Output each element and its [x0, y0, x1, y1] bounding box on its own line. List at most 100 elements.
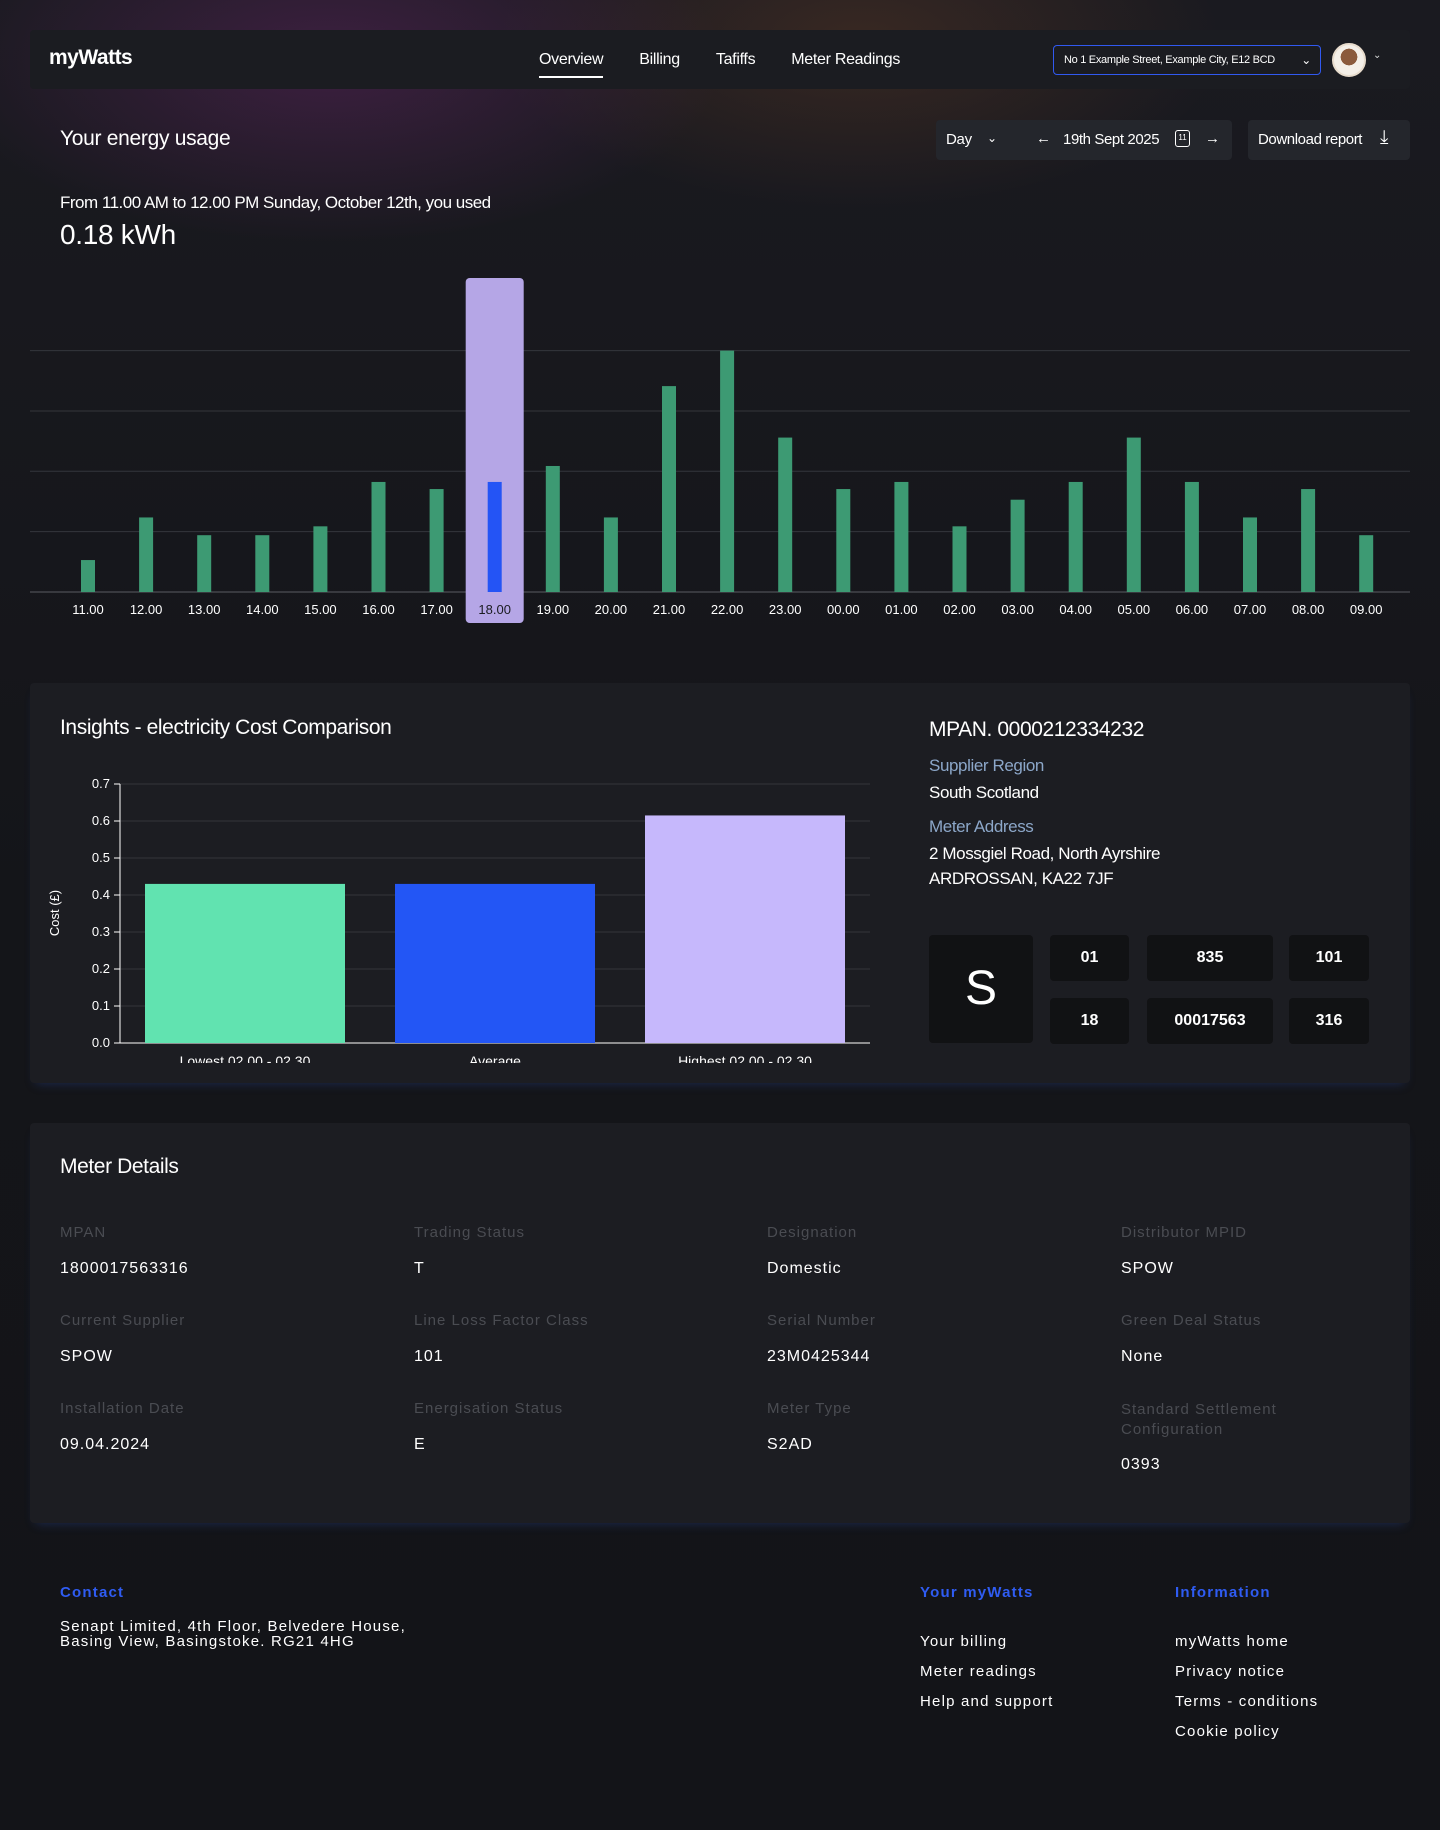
field-label: Standard Settlement Configuration	[1121, 1401, 1277, 1438]
field-label: Distributor MPID	[1121, 1224, 1248, 1241]
y-axis-label: Cost (£)	[47, 890, 62, 936]
footer-link-privacy-notice[interactable]: Privacy notice	[1175, 1663, 1286, 1680]
y-tick-label: 0.4	[92, 887, 110, 902]
x-tick-label: 22.00	[711, 602, 744, 617]
usage-bar	[1359, 535, 1374, 592]
usage-bar	[255, 535, 270, 592]
meter-details-title: Meter Details	[60, 1155, 179, 1178]
field-value: SPOW	[1121, 1260, 1174, 1277]
x-tick-label: 20.00	[595, 602, 628, 617]
usage-bar	[662, 386, 676, 592]
field-label: Current Supplier	[60, 1312, 186, 1329]
usage-bar	[1010, 499, 1025, 592]
footer-link-your-billing[interactable]: Your billing	[920, 1633, 1008, 1650]
x-tick-label: 11.00	[72, 602, 104, 617]
x-tick-label: Highest 02.00 - 02.30	[678, 1053, 812, 1063]
field-value: SPOW	[60, 1348, 113, 1365]
energy-usage-title: Your energy usage	[60, 127, 231, 150]
usage-range-text: From 11.00 AM to 12.00 PM Sunday, Octobe…	[60, 193, 491, 212]
field-value: 0393	[1121, 1456, 1161, 1473]
mpan-title: MPAN. 0000212334232	[929, 718, 1145, 741]
mpan-cell: 835	[1147, 935, 1273, 981]
cost-bar	[395, 883, 595, 1043]
supplier-region-label: Supplier Region	[929, 756, 1044, 775]
avatar[interactable]	[1332, 43, 1366, 77]
mpan-cell: 316	[1289, 998, 1369, 1044]
nav-overview[interactable]: Overview	[539, 30, 604, 89]
field-value: E	[414, 1436, 426, 1453]
usage-bar	[836, 489, 851, 592]
footer-link-help-support[interactable]: Help and support	[920, 1693, 1054, 1710]
x-tick-label: 03.00	[1001, 602, 1034, 617]
footer-address-line2: Basing View, Basingstoke. RG21 4HG	[60, 1633, 355, 1650]
usage-bar	[1126, 437, 1141, 592]
nav-meter-readings[interactable]: Meter Readings	[791, 51, 901, 68]
field-value: 23M0425344	[767, 1348, 871, 1365]
x-tick-label: 13.00	[188, 602, 221, 617]
y-tick-label: 0.0	[92, 1035, 110, 1050]
x-tick-label: 21.00	[653, 602, 686, 617]
meter-details-panel: Meter Details MPAN 1800017563316 Trading…	[30, 1123, 1410, 1523]
usage-bar	[197, 535, 212, 592]
usage-bar	[894, 481, 909, 592]
footer-link-terms[interactable]: Terms - conditions	[1175, 1693, 1319, 1710]
field-value: Domestic	[767, 1260, 842, 1277]
insights-title: Insights - electricity Cost Comparison	[60, 716, 392, 739]
footer-contact-heading: Contact	[60, 1584, 125, 1601]
usage-bar	[1301, 489, 1316, 592]
x-tick-label: 06.00	[1176, 602, 1209, 617]
y-tick-label: 0.6	[92, 813, 110, 828]
logo[interactable]: myWatts	[49, 46, 133, 69]
y-tick-label: 0.1	[92, 998, 110, 1013]
mpan-cell: 01	[1050, 935, 1129, 981]
chevron-down-icon[interactable]: ⌄	[1373, 50, 1382, 61]
footer-link-cookie-policy[interactable]: Cookie policy	[1175, 1723, 1280, 1740]
download-report-button[interactable]: Download report ⤓	[1248, 120, 1410, 160]
x-tick-label: 07.00	[1234, 602, 1267, 617]
x-tick-label: 04.00	[1059, 602, 1092, 617]
x-tick-label: 00.00	[827, 602, 860, 617]
chevron-down-icon[interactable]: ⌄	[987, 131, 998, 145]
selected-date: 19th Sept 2025	[1063, 131, 1160, 148]
cost-bar	[645, 815, 845, 1043]
period-select[interactable]: Day	[946, 131, 972, 148]
x-tick-label: 23.00	[769, 602, 802, 617]
x-tick-label: 14.00	[246, 602, 279, 617]
x-tick-label: 16.00	[362, 602, 395, 617]
field-label: MPAN	[60, 1224, 107, 1241]
nav-tariffs[interactable]: Tafiffs	[715, 51, 756, 68]
cost-bar	[145, 883, 345, 1043]
usage-bar	[313, 526, 328, 592]
download-icon: ⤓	[1380, 127, 1389, 148]
main-nav: Overview Billing Tafiffs Meter Readings	[539, 30, 936, 89]
x-tick-label: 08.00	[1292, 602, 1325, 617]
chevron-down-icon: ⌄	[1301, 53, 1311, 67]
footer-link-mywatts-home[interactable]: myWatts home	[1175, 1633, 1289, 1650]
field-label: Installation Date	[60, 1400, 185, 1417]
x-tick-label: 01.00	[885, 602, 918, 617]
field-value: 1800017563316	[60, 1260, 189, 1277]
x-tick-label: 17.00	[420, 602, 453, 617]
x-tick-label: Lowest 02.00 - 02.30	[180, 1053, 311, 1063]
usage-bar	[1243, 517, 1257, 592]
usage-bar	[952, 526, 967, 592]
usage-bar	[371, 481, 386, 592]
address-select[interactable]: No 1 Example Street, Example City, E12 B…	[1053, 45, 1321, 75]
footer-link-meter-readings[interactable]: Meter readings	[920, 1663, 1037, 1680]
nav-billing[interactable]: Billing	[639, 51, 680, 68]
usage-bar	[429, 489, 444, 592]
mpan-cell: 18	[1050, 998, 1129, 1044]
field-value: 101	[414, 1348, 444, 1365]
arrow-right-icon[interactable]: →	[1205, 130, 1220, 147]
selected-hour-highlight	[465, 278, 524, 623]
calendar-icon[interactable]: 11	[1175, 130, 1190, 147]
field-label: Serial Number	[767, 1312, 876, 1329]
field-label: Designation	[767, 1224, 858, 1241]
y-tick-label: 0.3	[92, 924, 110, 939]
address-select-value: No 1 Example Street, Example City, E12 B…	[1064, 54, 1275, 66]
usage-bar	[81, 560, 95, 592]
arrow-left-icon[interactable]: ←	[1036, 130, 1051, 147]
field-label: Line Loss Factor Class	[414, 1312, 589, 1329]
usage-bar	[778, 437, 793, 592]
footer-your-mywatts-heading: Your myWatts	[920, 1584, 1034, 1601]
